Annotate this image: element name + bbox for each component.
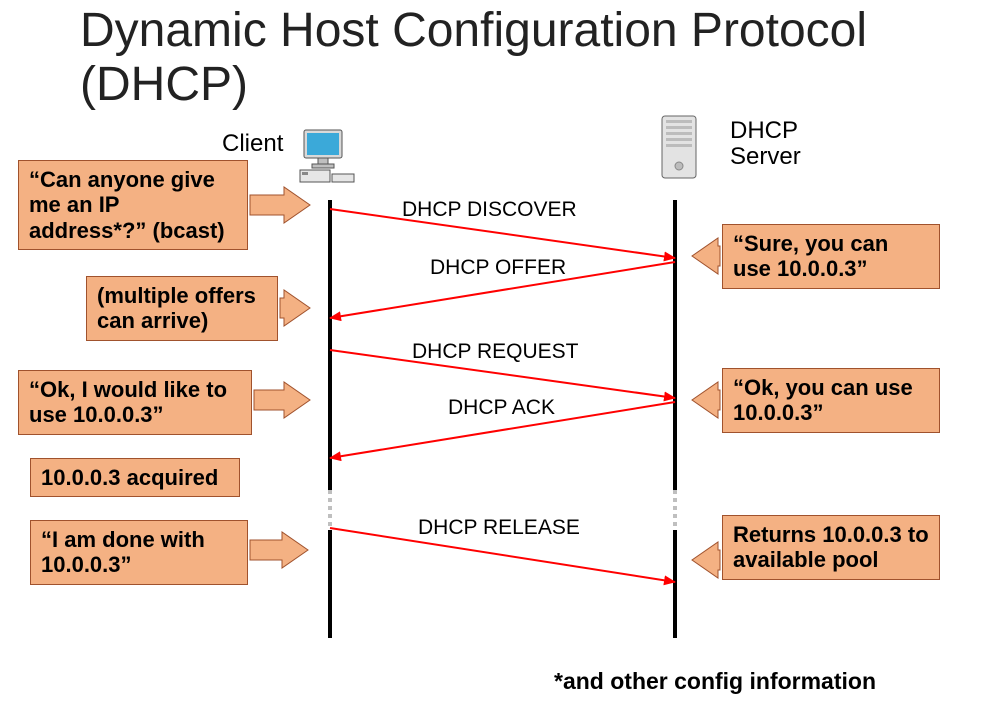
footnote: *and other config information	[554, 668, 876, 695]
message-label: DHCP RELEASE	[418, 516, 580, 540]
callout-s2: “Ok, you can use 10.0.0.3”	[722, 368, 940, 433]
server-label: DHCP Server	[730, 118, 850, 171]
callout-c5: “I am done with 10.0.0.3”	[30, 520, 248, 585]
callout-c3: “Ok, I would like to use 10.0.0.3”	[18, 370, 252, 435]
callout-c4: 10.0.0.3 acquired	[30, 458, 240, 497]
callout-c2: (multiple offers can arrive)	[86, 276, 278, 341]
message-label: DHCP OFFER	[430, 256, 566, 280]
client-label: Client	[222, 130, 283, 158]
message-label: DHCP REQUEST	[412, 340, 578, 364]
page-title: Dynamic Host Configuration Protocol (DHC…	[80, 4, 992, 112]
message-label: DHCP DISCOVER	[402, 198, 577, 222]
callout-c1: “Can anyone give me an IP address*?” (bc…	[18, 160, 248, 250]
message-label: DHCP ACK	[448, 396, 555, 420]
callout-s1: “Sure, you can use 10.0.0.3”	[722, 224, 940, 289]
callout-s3: Returns 10.0.0.3 to available pool	[722, 515, 940, 580]
